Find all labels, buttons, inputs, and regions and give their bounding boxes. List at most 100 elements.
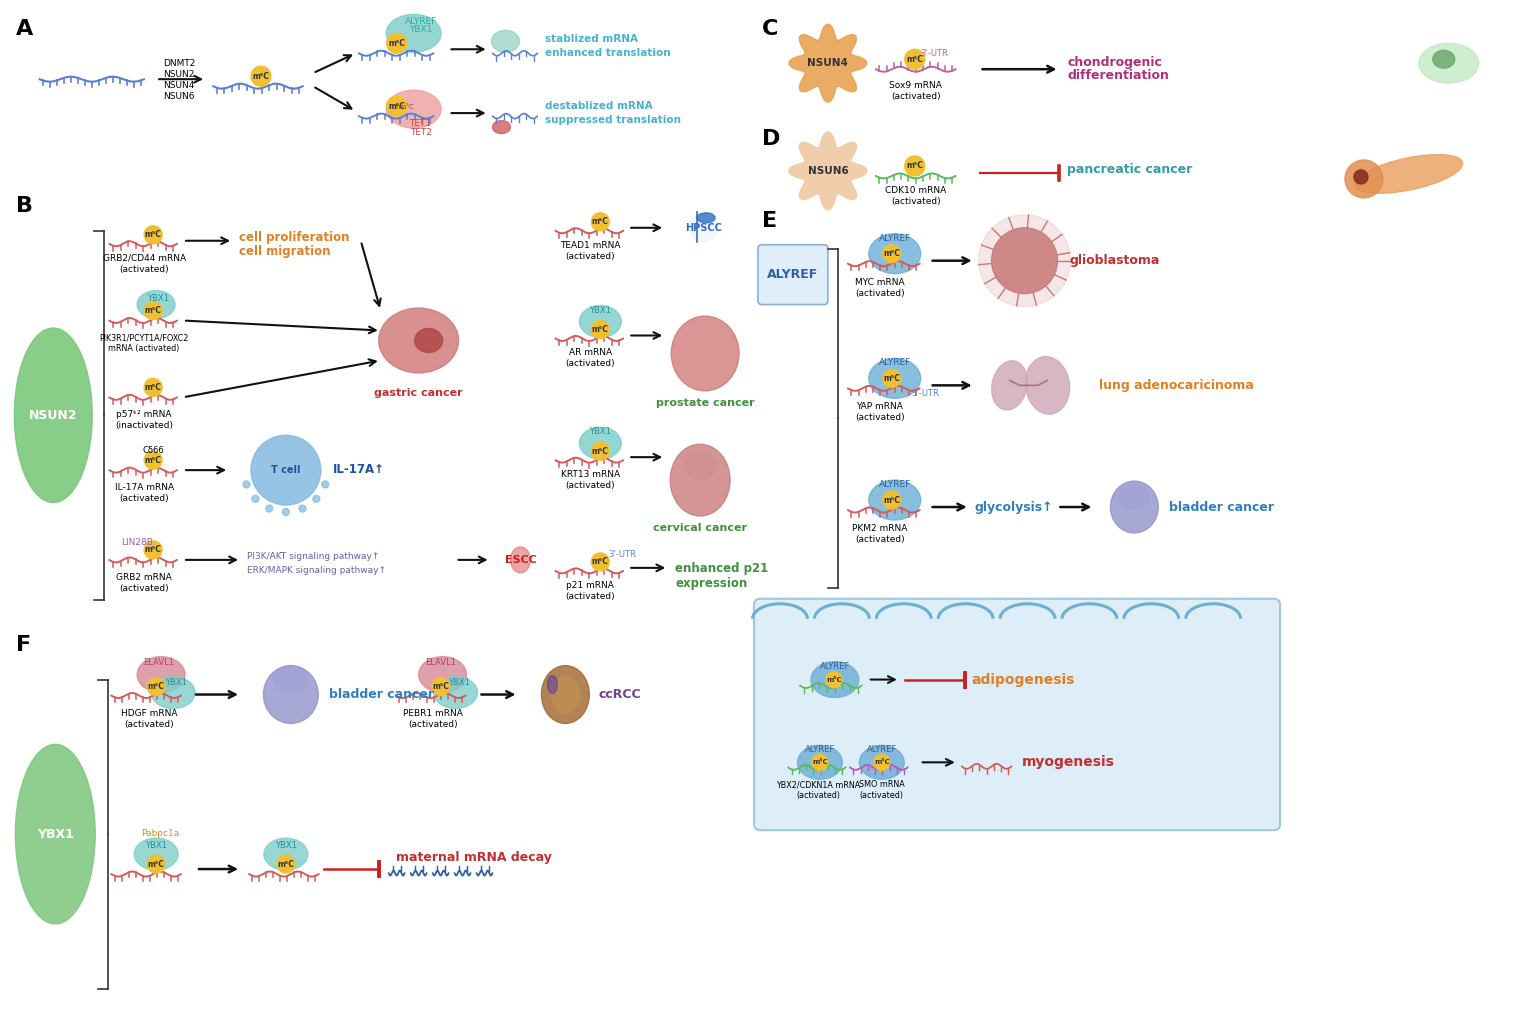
Ellipse shape [134, 838, 178, 870]
Text: m⁵C: m⁵C [147, 860, 164, 868]
Text: YBX1: YBX1 [448, 678, 470, 687]
Ellipse shape [419, 657, 467, 692]
Ellipse shape [1418, 44, 1478, 83]
Text: YBX1: YBX1 [408, 25, 433, 34]
Ellipse shape [551, 675, 579, 714]
Circle shape [313, 495, 319, 502]
Circle shape [147, 678, 166, 695]
Text: AR mRNA: AR mRNA [569, 348, 612, 357]
Text: m⁵C: m⁵C [873, 759, 890, 766]
Text: glioblastoma: glioblastoma [1070, 254, 1160, 267]
Ellipse shape [671, 316, 738, 391]
Text: (activated): (activated) [860, 792, 904, 800]
Text: DNMT2: DNMT2 [163, 59, 195, 68]
Text: enhanced translation: enhanced translation [545, 49, 671, 58]
Ellipse shape [869, 480, 921, 520]
Text: p57ᵏ² mRNA: p57ᵏ² mRNA [117, 410, 172, 420]
Text: (activated): (activated) [565, 252, 616, 261]
Text: NSUN6: NSUN6 [807, 166, 849, 176]
Text: m⁵C: m⁵C [906, 162, 923, 171]
FancyBboxPatch shape [758, 244, 827, 305]
Text: ALYREF: ALYREF [878, 358, 910, 368]
Ellipse shape [433, 677, 477, 709]
Text: CDK10 mRNA: CDK10 mRNA [886, 185, 947, 195]
Ellipse shape [511, 547, 531, 573]
Text: F: F [17, 635, 32, 655]
Ellipse shape [14, 328, 92, 502]
Ellipse shape [137, 657, 186, 692]
Text: PI3K/AKT signaling pathway↑: PI3K/AKT signaling pathway↑ [247, 552, 379, 560]
Ellipse shape [387, 15, 441, 52]
Text: ALYREF: ALYREF [820, 662, 850, 670]
Ellipse shape [264, 665, 318, 723]
Text: PEBR1 mRNA: PEBR1 mRNA [402, 710, 462, 719]
Circle shape [979, 214, 1070, 307]
Text: (activated): (activated) [408, 720, 457, 729]
Text: (activated): (activated) [120, 264, 169, 274]
Text: (activated): (activated) [855, 289, 904, 297]
Ellipse shape [542, 665, 589, 723]
Text: myogenesis: myogenesis [1021, 755, 1114, 770]
Text: PKM2 mRNA: PKM2 mRNA [852, 524, 907, 533]
Ellipse shape [1345, 160, 1383, 198]
Circle shape [812, 754, 827, 771]
Text: lung adenocaricinoma: lung adenocaricinoma [1099, 379, 1254, 392]
Text: (activated): (activated) [120, 494, 169, 503]
Text: (activated): (activated) [797, 792, 840, 800]
Text: cell proliferation: cell proliferation [239, 231, 350, 243]
Text: enhanced p21: enhanced p21 [675, 562, 769, 575]
Polygon shape [789, 132, 867, 210]
Text: m⁵C: m⁵C [278, 860, 295, 868]
Text: HPSCC: HPSCC [685, 223, 721, 233]
Text: ELAVL1: ELAVL1 [425, 658, 456, 666]
Text: 3’-UTR: 3’-UTR [608, 550, 635, 558]
Text: ALYREF: ALYREF [867, 745, 896, 754]
Text: NSUN2: NSUN2 [29, 409, 78, 422]
Text: m⁵C: m⁵C [147, 682, 164, 691]
Text: PIK3R1/PCYT1A/FOXC2: PIK3R1/PCYT1A/FOXC2 [100, 334, 189, 343]
Text: ELAVL1: ELAVL1 [144, 658, 175, 666]
Ellipse shape [1025, 356, 1070, 414]
Text: ALYREF: ALYREF [878, 480, 910, 489]
Text: (activated): (activated) [855, 413, 904, 423]
Text: m⁵C: m⁵C [388, 38, 405, 48]
Text: stablized mRNA: stablized mRNA [545, 34, 639, 45]
Text: YBX1: YBX1 [146, 841, 167, 851]
Text: (activated): (activated) [890, 197, 941, 206]
Text: m⁵C: m⁵C [883, 374, 900, 383]
Circle shape [387, 33, 407, 53]
Text: m⁵C: m⁵C [883, 495, 900, 505]
Circle shape [883, 491, 901, 509]
Text: bladder cancer: bladder cancer [1170, 500, 1274, 514]
Text: GRB2/CD44 mRNA: GRB2/CD44 mRNA [103, 254, 186, 263]
Text: m⁵C: m⁵C [252, 71, 269, 81]
Circle shape [671, 196, 735, 260]
Ellipse shape [273, 665, 309, 693]
Text: chondrogenic: chondrogenic [1067, 56, 1162, 69]
Text: YBX1: YBX1 [37, 828, 74, 840]
Text: Sox9 mRNA: Sox9 mRNA [889, 81, 942, 90]
Ellipse shape [992, 361, 1027, 410]
Text: SMO mRNA: SMO mRNA [860, 780, 904, 789]
Text: m⁵C: m⁵C [144, 306, 161, 315]
Text: m⁵C: m⁵C [883, 250, 900, 258]
Text: ALYREF: ALYREF [768, 268, 818, 281]
Text: IL-17A↑: IL-17A↑ [333, 463, 385, 477]
Text: m⁵C: m⁵C [826, 677, 841, 683]
Text: NSUN4: NSUN4 [163, 81, 195, 90]
Text: adipogenesis: adipogenesis [972, 672, 1074, 687]
Circle shape [266, 506, 273, 512]
Circle shape [250, 66, 270, 86]
Text: m⁵C: m⁵C [144, 545, 161, 554]
Text: T cell: T cell [272, 465, 301, 476]
Text: bladder cancer: bladder cancer [328, 688, 434, 701]
Text: m⁵C: m⁵C [144, 230, 161, 239]
Text: YBX1: YBX1 [589, 427, 611, 436]
Circle shape [904, 50, 924, 69]
Ellipse shape [579, 427, 622, 459]
Text: hm⁵C: hm⁵C [396, 104, 414, 110]
Circle shape [883, 244, 901, 263]
Text: YBX2/CDKN1A mRNA: YBX2/CDKN1A mRNA [775, 780, 860, 789]
Circle shape [282, 509, 290, 516]
Text: ERK/MAPK signaling pathway↑: ERK/MAPK signaling pathway↑ [247, 566, 385, 575]
